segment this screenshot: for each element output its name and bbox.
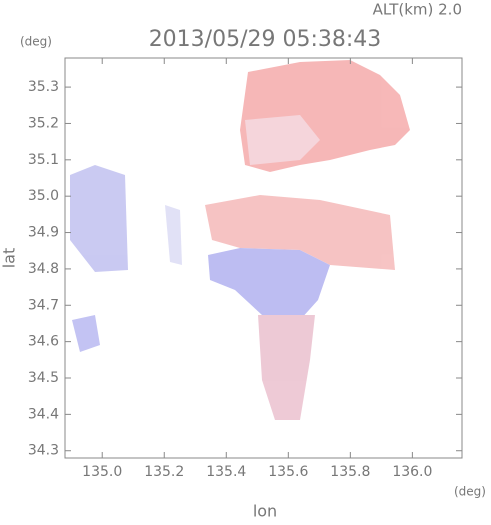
y-tick-label: 35.0 (28, 188, 59, 204)
x-tick-label: 135.4 (206, 464, 246, 480)
y-tick-label: 34.6 (28, 334, 59, 350)
y-tick-label: 34.3 (28, 443, 59, 459)
y-tick-label: 34.8 (28, 261, 59, 277)
x-tick-label: 135.8 (330, 464, 370, 480)
echo-center-blue (208, 248, 330, 320)
x-unit: (deg) (454, 485, 486, 499)
echo-south (258, 315, 315, 420)
y-axis-label: lat (0, 248, 19, 269)
y-tick-label: 34.7 (28, 297, 59, 313)
y-tick-label: 35.2 (28, 115, 59, 131)
y-tick-label: 34.5 (28, 370, 59, 386)
x-tick-label: 135.6 (268, 464, 308, 480)
y-tick-label: 34.4 (28, 406, 59, 422)
echo-small (165, 205, 182, 265)
x-axis-label: lon (253, 502, 277, 521)
x-tick-label: 136.0 (392, 464, 432, 480)
echo-southwest (72, 315, 100, 352)
echo-center-red (205, 195, 395, 270)
echo-west (70, 165, 128, 272)
x-tick-label: 135.2 (144, 464, 184, 480)
chart-title: 2013/05/29 05:38:43 (149, 27, 382, 52)
echo-north-mix (245, 115, 320, 165)
altitude-label: ALT(km) 2.0 (373, 1, 462, 19)
y-unit: (deg) (20, 35, 52, 49)
plot-frame (64, 57, 463, 459)
x-tick-label: 135.0 (82, 464, 122, 480)
y-tick-label: 35.1 (28, 152, 59, 168)
radar-echoes (70, 60, 410, 420)
y-tick-label: 35.3 (28, 79, 59, 95)
y-tick-label: 34.9 (28, 225, 59, 241)
